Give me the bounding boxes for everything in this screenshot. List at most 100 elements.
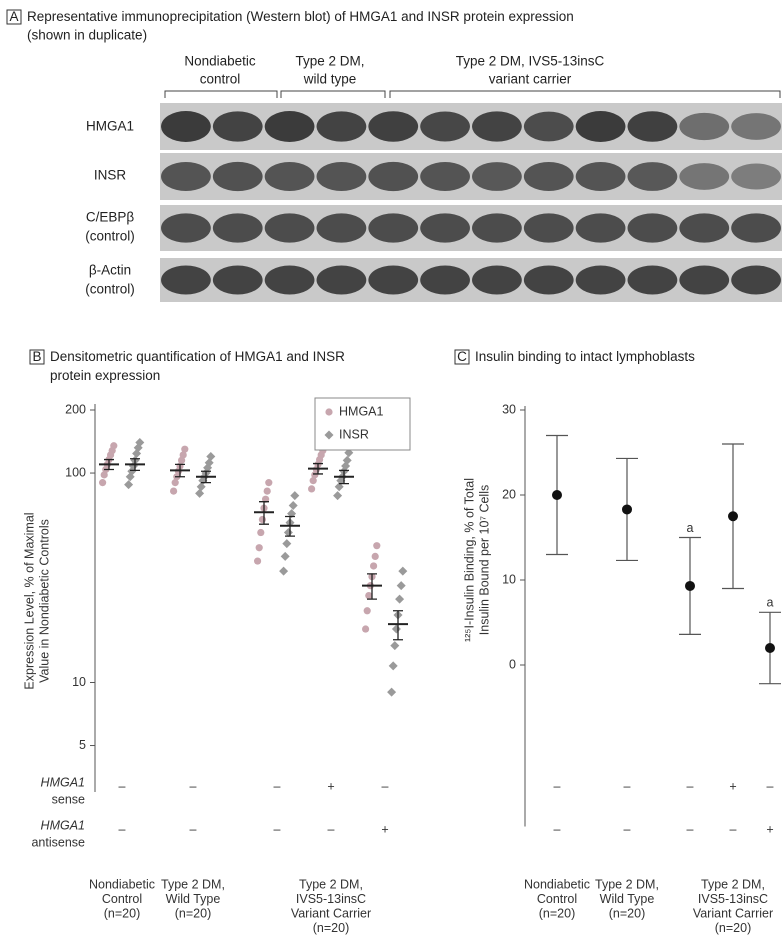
- x-tick-label: IVS5-13insC: [698, 892, 768, 906]
- data-point: [290, 491, 299, 500]
- blot-band: [317, 162, 367, 191]
- data-point: [206, 452, 215, 461]
- treatment-sign: –: [274, 822, 281, 836]
- y-axis-title-line: ¹²⁵I-Insulin Binding, % of Total: [462, 478, 476, 642]
- treatment-sign: –: [274, 779, 281, 793]
- blot-band: [472, 266, 522, 295]
- panel-title: Representative immunoprecipitation (West…: [27, 9, 574, 24]
- blot-band: [265, 111, 315, 142]
- legend-label: HMGA1: [339, 404, 384, 418]
- blot-band: [576, 111, 626, 142]
- y-tick-label: 20: [502, 487, 516, 501]
- x-tick-label: (n=20): [313, 921, 349, 935]
- blot-band: [213, 266, 263, 295]
- group-bracket: [165, 91, 780, 98]
- data-point: [110, 442, 117, 449]
- blot-band: [628, 111, 678, 142]
- y-tick-label: 10: [72, 675, 86, 689]
- group-label: Nondiabetic: [184, 54, 256, 69]
- treatment-sign: –: [767, 779, 774, 793]
- blot-band: [420, 162, 470, 191]
- data-point: [195, 489, 204, 498]
- data-point: [765, 643, 775, 653]
- figure: A Representative immunoprecipitation (We…: [0, 0, 784, 944]
- group-label: variant carrier: [489, 72, 572, 87]
- x-tick-label: Variant Carrier: [693, 906, 773, 920]
- blot-band: [472, 162, 522, 191]
- blot-band: [731, 163, 781, 189]
- row-label: β-Actin: [89, 263, 131, 278]
- blot-band: [368, 213, 418, 242]
- data-point: [387, 688, 396, 697]
- treatment-sign: –: [730, 822, 737, 836]
- treatment-sign: +: [381, 822, 388, 836]
- blot-band: [420, 266, 470, 295]
- annotation: a: [767, 596, 774, 610]
- data-point: [279, 567, 288, 576]
- row-label: HMGA1: [86, 119, 134, 134]
- panel-label: B: [32, 349, 41, 364]
- blot-band: [576, 162, 626, 191]
- western-blot: [160, 103, 782, 302]
- blot-band: [161, 111, 211, 142]
- row-label: INSR: [94, 168, 127, 183]
- x-tick-label: Type 2 DM,: [299, 877, 363, 891]
- y-tick-label: 200: [65, 402, 86, 416]
- group-label: wild type: [303, 72, 357, 87]
- y-tick-label: 30: [502, 402, 516, 416]
- treatment-sign: –: [119, 822, 126, 836]
- data-point: [333, 491, 342, 500]
- legend-label: INSR: [339, 427, 369, 441]
- blot-band: [265, 162, 315, 191]
- data-point: [364, 607, 371, 614]
- blot-band: [368, 162, 418, 191]
- panel-label: C: [457, 349, 467, 364]
- treatment-sign: –: [328, 822, 335, 836]
- data-point: [389, 661, 398, 670]
- data-point: [259, 516, 266, 523]
- data-point: [552, 490, 562, 500]
- treatment-sign: +: [766, 822, 773, 836]
- y-tick-label: 10: [502, 572, 516, 586]
- x-tick-label: Control: [102, 892, 142, 906]
- data-point: [398, 567, 407, 576]
- x-tick-label: IVS5-13insC: [296, 892, 366, 906]
- x-tick-label: (n=20): [175, 906, 211, 920]
- blot-band: [161, 162, 211, 191]
- data-point: [362, 625, 369, 632]
- y-tick-label: 100: [65, 465, 86, 479]
- data-point: [370, 562, 377, 569]
- blot-band: [576, 213, 626, 242]
- blot-band: [265, 213, 315, 242]
- page: A Representative immunoprecipitation (We…: [0, 0, 784, 944]
- panel-title: Insulin binding to intact lymphoblasts: [475, 349, 695, 364]
- y-axis-title: Expression Level, % of MaximalValue in N…: [22, 512, 51, 689]
- x-tick-label: Variant Carrier: [291, 906, 371, 920]
- x-tick-label: Type 2 DM,: [595, 877, 659, 891]
- blot-band: [368, 266, 418, 295]
- x-tick-label: Wild Type: [166, 892, 221, 906]
- x-tick-label: Nondiabetic: [524, 877, 590, 891]
- treatment-label: antisense: [31, 835, 85, 849]
- blot-band: [472, 111, 522, 141]
- panel-title: protein expression: [50, 368, 160, 383]
- data-point: [372, 553, 379, 560]
- blot-band: [679, 163, 729, 190]
- group-label: Type 2 DM,: [295, 54, 364, 69]
- x-tick-label: (n=20): [539, 906, 575, 920]
- y-tick-label: 0: [509, 657, 516, 671]
- x-tick-label: Wild Type: [600, 892, 655, 906]
- y-axis-title-line: Expression Level, % of Maximal: [22, 512, 36, 689]
- data-point: [390, 641, 399, 650]
- data-point: [264, 487, 271, 494]
- blot-band: [368, 111, 418, 142]
- treatment-sign: –: [554, 779, 561, 793]
- blot-band: [628, 162, 678, 191]
- x-tick-label: Type 2 DM,: [161, 877, 225, 891]
- data-point: [395, 595, 404, 604]
- blot-band: [213, 162, 263, 191]
- x-tick-label: (n=20): [104, 906, 140, 920]
- treatment-gene: HMGA1: [41, 818, 85, 832]
- row-label: (control): [85, 282, 135, 297]
